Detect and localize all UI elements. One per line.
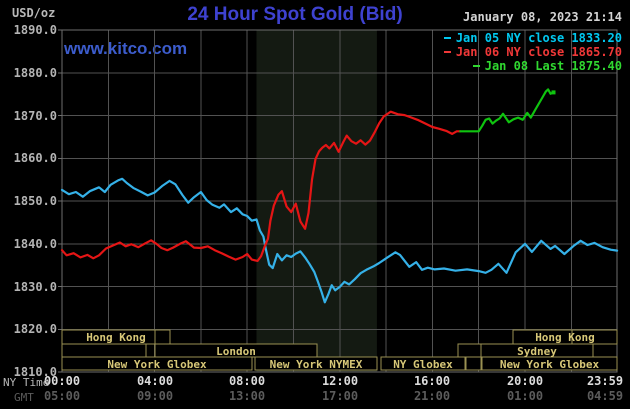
y-axis-tick-label: 1890.0 xyxy=(13,23,57,37)
unit-label: USD/oz xyxy=(12,6,56,20)
y-axis-tick-label: 1840.0 xyxy=(13,237,57,251)
session-box xyxy=(254,356,378,371)
x-axis-ny-time-label: 08:00 xyxy=(228,374,266,388)
legend-item: Jan 05 NY close 1833.20 xyxy=(443,31,622,45)
price-line-0 xyxy=(60,177,619,304)
session-label: NY Globex xyxy=(393,358,453,371)
y-axis-tick-label: 1860.0 xyxy=(13,151,57,165)
kitco-watermark-link[interactable]: www.kitco.com xyxy=(64,39,188,58)
y-axis-tick-label: 1810.0 xyxy=(13,365,57,379)
x-axis-gmt-time-label: 17:00 xyxy=(321,389,359,403)
gmt-axis-caption: GMT xyxy=(14,391,34,404)
legend-label: Jan 06 NY close 1865.70 xyxy=(455,45,622,59)
x-axis-ny-time-label: 04:00 xyxy=(136,374,174,388)
ny-time-axis-caption: NY Time xyxy=(3,376,50,389)
legend-marker-dash-icon xyxy=(472,65,480,67)
y-axis-tick-label: 1820.0 xyxy=(13,322,57,336)
session-box xyxy=(457,343,482,358)
x-axis-ny-time-label: 20:00 xyxy=(506,374,544,388)
chart-legend: Jan 05 NY close 1833.20 Jan 06 NY close 1… xyxy=(443,31,622,73)
legend-item: Jan 06 NY close 1865.70 xyxy=(443,45,622,59)
session-box xyxy=(481,356,618,371)
legend-marker-dash-icon xyxy=(443,51,451,53)
price-line-1 xyxy=(60,110,462,262)
session-box xyxy=(61,356,253,371)
y-axis-tick-label: 1830.0 xyxy=(13,280,57,294)
session-label: London xyxy=(216,345,256,358)
session-box xyxy=(380,356,466,371)
x-axis-ny-time-label: 23:59 xyxy=(586,374,624,388)
session-label: Hong Kong xyxy=(535,331,595,344)
session-label: Hong Kong xyxy=(86,331,146,344)
x-axis-gmt-time-label: 01:00 xyxy=(506,389,544,403)
legend-label: Jan 05 NY close 1833.20 xyxy=(455,31,622,45)
price-line-2 xyxy=(459,88,555,133)
session-label: New York Globex xyxy=(107,358,207,371)
legend-label: Jan 08 Last 1875.40 xyxy=(484,59,622,73)
x-axis-ny-time-label: 12:00 xyxy=(321,374,359,388)
y-axis-tick-label: 1850.0 xyxy=(13,194,57,208)
page-title: 24 Hour Spot Gold (Bid) xyxy=(187,4,403,25)
x-axis-gmt-time-label: 05:00 xyxy=(43,389,81,403)
y-axis-tick-label: 1870.0 xyxy=(13,109,57,123)
x-axis-ny-time-label: 00:00 xyxy=(43,374,81,388)
session-label: New York Globex xyxy=(499,358,600,371)
x-axis-ny-time-label: 16:00 xyxy=(413,374,451,388)
x-axis-gmt-time-label: 21:00 xyxy=(413,389,451,403)
y-axis-tick-label: 1880.0 xyxy=(13,66,57,80)
session-box xyxy=(61,343,147,358)
x-axis-gmt-time-label: 09:00 xyxy=(136,389,174,403)
chart-datetime: January 08, 2023 21:14 xyxy=(463,10,622,24)
x-axis-gmt-time-label: 04:59 xyxy=(586,389,624,403)
session-box xyxy=(465,356,482,371)
legend-item: Jan 08 Last 1875.40 xyxy=(444,59,622,73)
x-axis-gmt-time-label: 13:00 xyxy=(228,389,266,403)
session-label: Sydney xyxy=(517,345,557,358)
legend-marker-dash-icon xyxy=(443,37,451,39)
session-label: New York NYMEX xyxy=(269,358,363,371)
last-price-marker xyxy=(551,90,556,95)
